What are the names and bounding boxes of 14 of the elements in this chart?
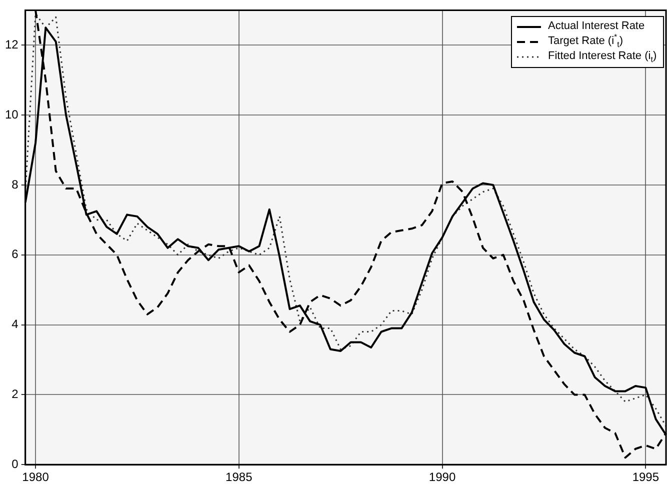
y-tick-label: 12: [4, 37, 19, 52]
legend-label: Actual Interest Rate: [548, 19, 645, 34]
y-tick-label: 4: [12, 317, 19, 332]
x-tick-label: 1995: [632, 470, 660, 484]
legend-label: Target Rate (i$^{*}$$_{t}$): [548, 32, 624, 50]
legend-label: Fitted Interest Rate (i$_{t}$): [548, 49, 657, 64]
y-tick-label: 2: [12, 387, 19, 402]
x-tick-label: 1990: [428, 470, 456, 484]
x-tick-label: 1985: [226, 470, 253, 484]
y-tick-label: 0: [12, 456, 19, 471]
y-tick-label: 8: [12, 177, 19, 192]
y-tick-label: 6: [12, 247, 19, 262]
y-tick-label: 10: [4, 107, 19, 122]
x-tick-label: 1980: [22, 470, 50, 484]
